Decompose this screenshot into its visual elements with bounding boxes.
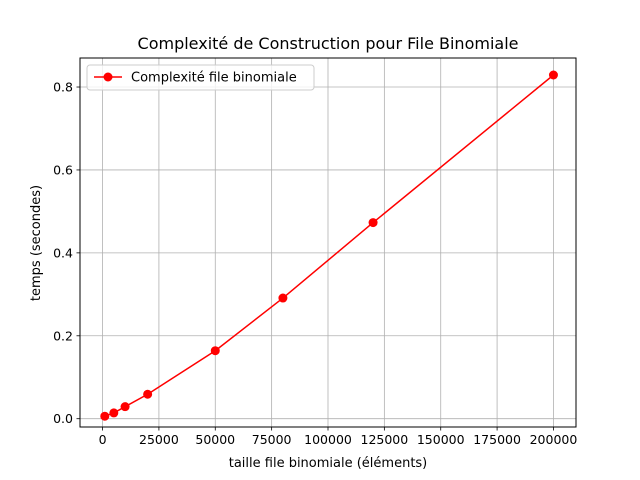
x-tick-label: 150000 (417, 432, 465, 447)
data-point (278, 293, 288, 303)
x-tick-label: 175000 (473, 432, 521, 447)
y-tick-label: 0.8 (53, 80, 73, 95)
data-point (120, 402, 130, 412)
ticks: 0 25000 50000 75000 100000 125000 150000 175000… (53, 80, 577, 447)
data-point (109, 408, 119, 418)
legend-entry-label: Complexité file binomiale (131, 71, 297, 86)
y-tick-label: 0.6 (53, 162, 73, 177)
series-layer (100, 70, 558, 421)
x-tick-label: 200000 (530, 432, 578, 447)
legend-box (86, 64, 315, 91)
data-point (210, 346, 220, 356)
chart-title: Complexité de Construction pour File Bin… (138, 34, 519, 53)
x-tick-label: 0 (99, 432, 107, 447)
y-tick-label: 0.2 (53, 328, 73, 343)
data-point (548, 70, 558, 80)
y-axis-label: temps (secondes) (29, 185, 44, 301)
x-tick-label: 50000 (195, 432, 235, 447)
legend: Complexité file binomiale (86, 64, 315, 91)
grid (80, 58, 576, 427)
x-tick-label: 25000 (139, 432, 179, 447)
x-tick-label: 100000 (304, 432, 352, 447)
y-tick-label: 0.0 (53, 411, 73, 426)
data-point (100, 411, 110, 421)
x-tick-label: 75000 (252, 432, 292, 447)
y-tick-label: 0.4 (53, 245, 73, 260)
data-point (368, 218, 378, 228)
data-point (143, 389, 153, 399)
legend-marker-sample (103, 72, 113, 82)
x-tick-label: 125000 (361, 432, 409, 447)
x-axis-label: taille file binomiale (éléments) (229, 456, 428, 471)
